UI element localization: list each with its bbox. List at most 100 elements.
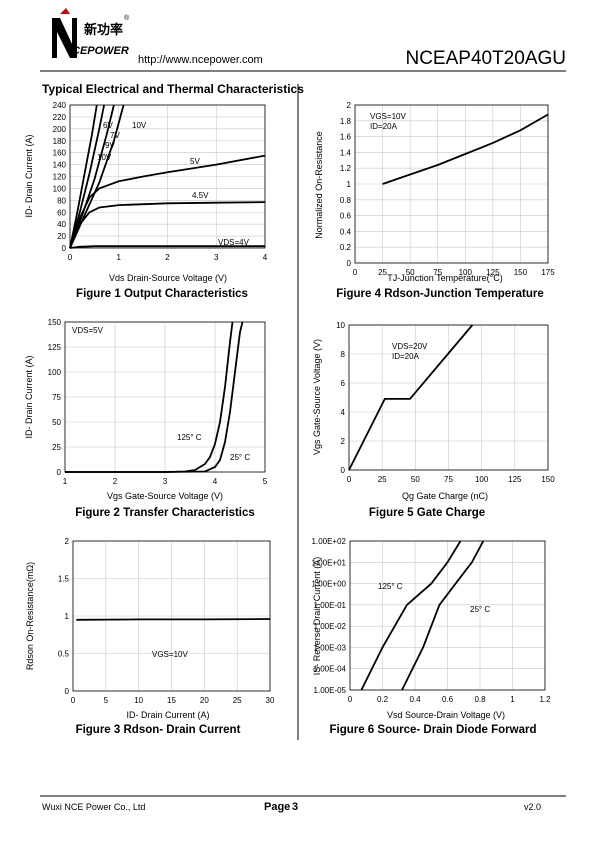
y-tick-label: 0	[62, 244, 67, 253]
x-tick-label: 0	[347, 475, 352, 484]
registered: ®	[124, 14, 130, 22]
x-tick-label: 125	[508, 475, 522, 484]
y-tick-label: 1	[65, 612, 70, 621]
curve	[382, 113, 549, 185]
y-tick-label: 100	[53, 184, 67, 193]
x-tick-label: 0	[68, 253, 73, 262]
y-tick-label: 0.8	[340, 196, 352, 205]
y-tick-label: 4	[341, 408, 346, 417]
x-tick-label: 4	[213, 477, 218, 486]
x-tick-label: 0.4	[409, 695, 421, 704]
y-tick-label: 10	[336, 321, 345, 330]
curve	[76, 618, 271, 621]
footer-page-label: Page	[264, 801, 290, 813]
x-axis-label: ID- Drain Current (A)	[126, 710, 209, 720]
y-tick-label: 150	[48, 318, 62, 327]
y-tick-label: 125	[48, 343, 62, 352]
curve-label: VDS=4V	[218, 238, 250, 247]
y-tick-label: 1.00E-04	[314, 665, 347, 674]
figure-caption: Figure 3 Rdson- Drain Current	[76, 724, 241, 736]
y-tick-label: 120	[53, 173, 67, 182]
y-tick-label: 25	[52, 443, 61, 452]
y-tick-label: 1.2	[340, 164, 352, 173]
x-tick-label: 175	[541, 268, 555, 277]
chart: 0 0.2 0.4 0.6 0.8 1 1.2 1.4 1.6 1.8 2 0 25 50 75 100 125…	[314, 101, 555, 300]
y-tick-label: 160	[53, 149, 67, 158]
y-tick-label: 1.6	[340, 133, 352, 142]
y-tick-label: 1.5	[58, 575, 70, 584]
plot-frame	[349, 540, 546, 691]
y-tick-label: 2	[341, 437, 346, 446]
y-tick-label: 1.8	[340, 117, 352, 126]
curve-label: 6V	[103, 121, 113, 130]
y-tick-label: 200	[53, 125, 67, 134]
figure-caption: Figure 5 Gate Charge	[369, 507, 485, 519]
y-tick-label: 2	[347, 101, 352, 110]
x-tick-label: 1	[510, 695, 515, 704]
annotation: ID=20A	[370, 122, 398, 131]
y-tick-label: 1.00E-01	[314, 601, 347, 610]
y-tick-label: 8	[341, 350, 346, 359]
x-tick-label: 50	[406, 268, 415, 277]
footer-company: Wuxi NCE Power Co., Ltd	[42, 802, 145, 812]
y-tick-label: 180	[53, 137, 67, 146]
x-axis-label: Vsd Source-Drain Voltage (V)	[387, 710, 505, 720]
y-tick-label: 1.00E-05	[314, 686, 347, 695]
y-tick-label: 1.00E-03	[314, 643, 347, 652]
url: http://www.ncepower.com	[138, 54, 263, 66]
annotation: VGS=10V	[152, 650, 188, 659]
y-tick-label: 0.2	[340, 243, 352, 252]
figure-caption: Figure 2 Transfer Characteristics	[75, 507, 255, 519]
x-tick-label: 100	[475, 475, 489, 484]
x-tick-label: 75	[444, 475, 453, 484]
plot-frame	[69, 104, 266, 249]
curve	[69, 104, 98, 249]
curve	[69, 104, 105, 249]
y-tick-label: 0	[57, 468, 62, 477]
y-tick-label: 0.6	[340, 212, 352, 221]
annotation: VGS=10V	[370, 112, 406, 121]
x-tick-label: 0	[348, 695, 353, 704]
x-tick-label: 0.6	[442, 695, 454, 704]
annotation: ID=20A	[392, 352, 420, 361]
chart: 1.00E-05 1.00E-04 1.00E-03 1.00E-02 1.00E-01…	[312, 537, 552, 736]
x-tick-label: 150	[514, 268, 528, 277]
y-tick-label: 0.4	[340, 227, 352, 236]
y-tick-label: 0	[65, 687, 70, 696]
y-tick-label: 100	[48, 368, 62, 377]
footer-page-number: 3	[292, 801, 298, 813]
x-axis-label: Vds Drain-Source Voltage (V)	[109, 273, 227, 283]
plot-frame	[348, 324, 549, 471]
x-tick-label: 1	[117, 253, 122, 262]
y-tick-label: 0	[341, 466, 346, 475]
y-axis-label: Normalized On-Resistance	[314, 131, 324, 239]
curve	[69, 201, 266, 249]
logo-flame	[60, 8, 70, 14]
x-tick-label: 2	[165, 253, 170, 262]
x-tick-label: 1	[63, 477, 68, 486]
figure-caption: Figure 6 Source- Drain Diode Forward	[329, 724, 536, 736]
curve-label: 5V	[190, 157, 200, 166]
y-tick-label: 80	[57, 196, 66, 205]
footer-version: v2.0	[524, 802, 541, 812]
y-axis-label: Rdson On-Resistance(mΩ)	[25, 562, 35, 670]
curve-label: 125° C	[177, 433, 202, 442]
x-tick-label: 5	[263, 477, 268, 486]
y-tick-label: 140	[53, 161, 67, 170]
y-tick-label: 40	[57, 220, 66, 229]
x-tick-label: 150	[541, 475, 555, 484]
annotation: VDS=5V	[72, 326, 104, 335]
y-tick-label: 50	[52, 418, 61, 427]
curve	[69, 154, 266, 249]
section-title: Typical Electrical and Thermal Character…	[42, 82, 304, 96]
y-tick-label: 2	[65, 537, 70, 546]
x-tick-label: 125	[486, 268, 500, 277]
curve-label: 9V	[105, 141, 115, 150]
x-tick-label: 25	[378, 268, 387, 277]
x-tick-label: 100	[459, 268, 473, 277]
plot-frame	[72, 540, 271, 692]
x-tick-label: 0	[353, 268, 358, 277]
